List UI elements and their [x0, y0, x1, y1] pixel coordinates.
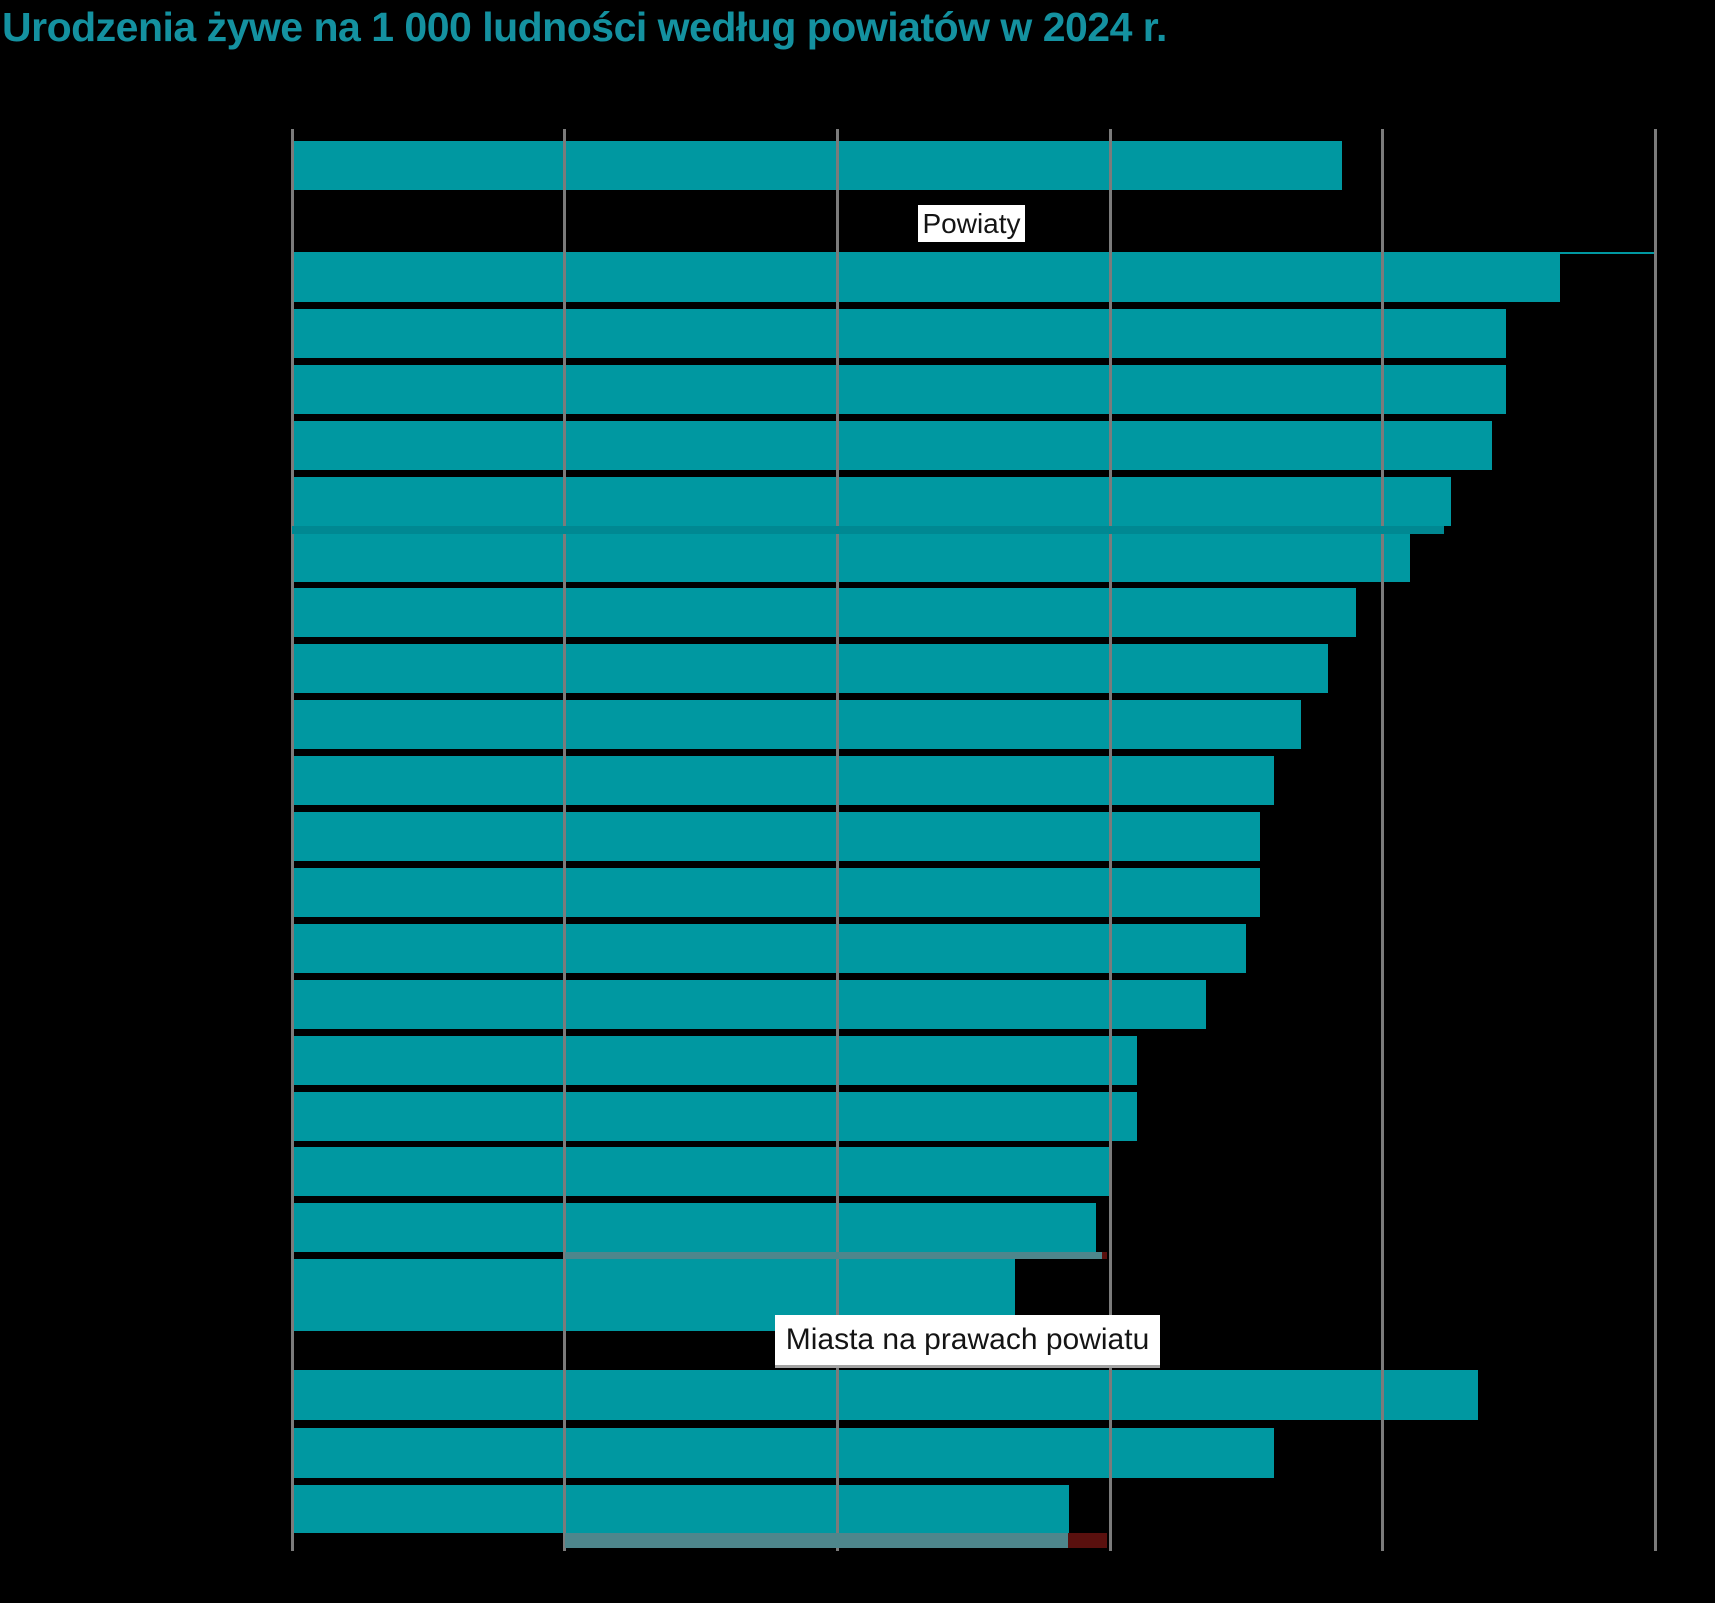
section-label-miasta: Miasta na prawach powiatu: [775, 1315, 1160, 1368]
bar-powiat-14: [292, 979, 1206, 1029]
bar-powiat-13: [292, 923, 1247, 973]
gridline-x2: [563, 129, 567, 1551]
gridline-x4: [835, 129, 839, 1551]
gridline-x8: [1381, 129, 1385, 1551]
bar-powiat-9: [292, 700, 1301, 750]
powiaty-top-edge-line: [292, 251, 1656, 254]
bar-powiat-15: [292, 1035, 1138, 1085]
overlay-stripe-gray: [564, 1252, 1102, 1260]
bar-powiat-8: [292, 644, 1329, 694]
bar-summary-row: [292, 141, 1342, 190]
overlay-stripe-gray: [564, 1533, 1068, 1548]
bar-powiat-4: [292, 420, 1492, 470]
bar-powiat-18: [292, 1203, 1097, 1253]
bar-powiat-16: [292, 1091, 1138, 1141]
bar-powiat-3: [292, 364, 1506, 414]
bar-powiat-10: [292, 756, 1274, 806]
bar-powiat-5: [292, 476, 1451, 526]
gridline-x0: [290, 129, 294, 1551]
bar-miasto-2: [292, 1427, 1274, 1478]
bar-powiat-7: [292, 588, 1356, 638]
bar-powiat-12: [292, 867, 1261, 917]
gridline-x6: [1108, 129, 1112, 1551]
bar-powiat-1: [292, 253, 1561, 302]
gridline-x10: [1654, 129, 1657, 1551]
overlay-stripe-red-tip: [1101, 1252, 1108, 1260]
bar-powiat-17: [292, 1147, 1111, 1197]
overlay-stripe-teal: [292, 525, 1445, 534]
bar-powiat-11: [292, 812, 1261, 861]
bar-miasto-1: [292, 1370, 1479, 1420]
overlay-stripe-red-tip: [1067, 1533, 1108, 1548]
chart-title: Urodzenia żywe na 1 000 ludności według …: [2, 4, 1167, 50]
bar-miasto-3: [292, 1485, 1070, 1533]
bar-powiat-2: [292, 308, 1506, 358]
bar-powiat-6: [292, 532, 1411, 582]
section-label-powiaty: Powiaty: [918, 205, 1025, 242]
